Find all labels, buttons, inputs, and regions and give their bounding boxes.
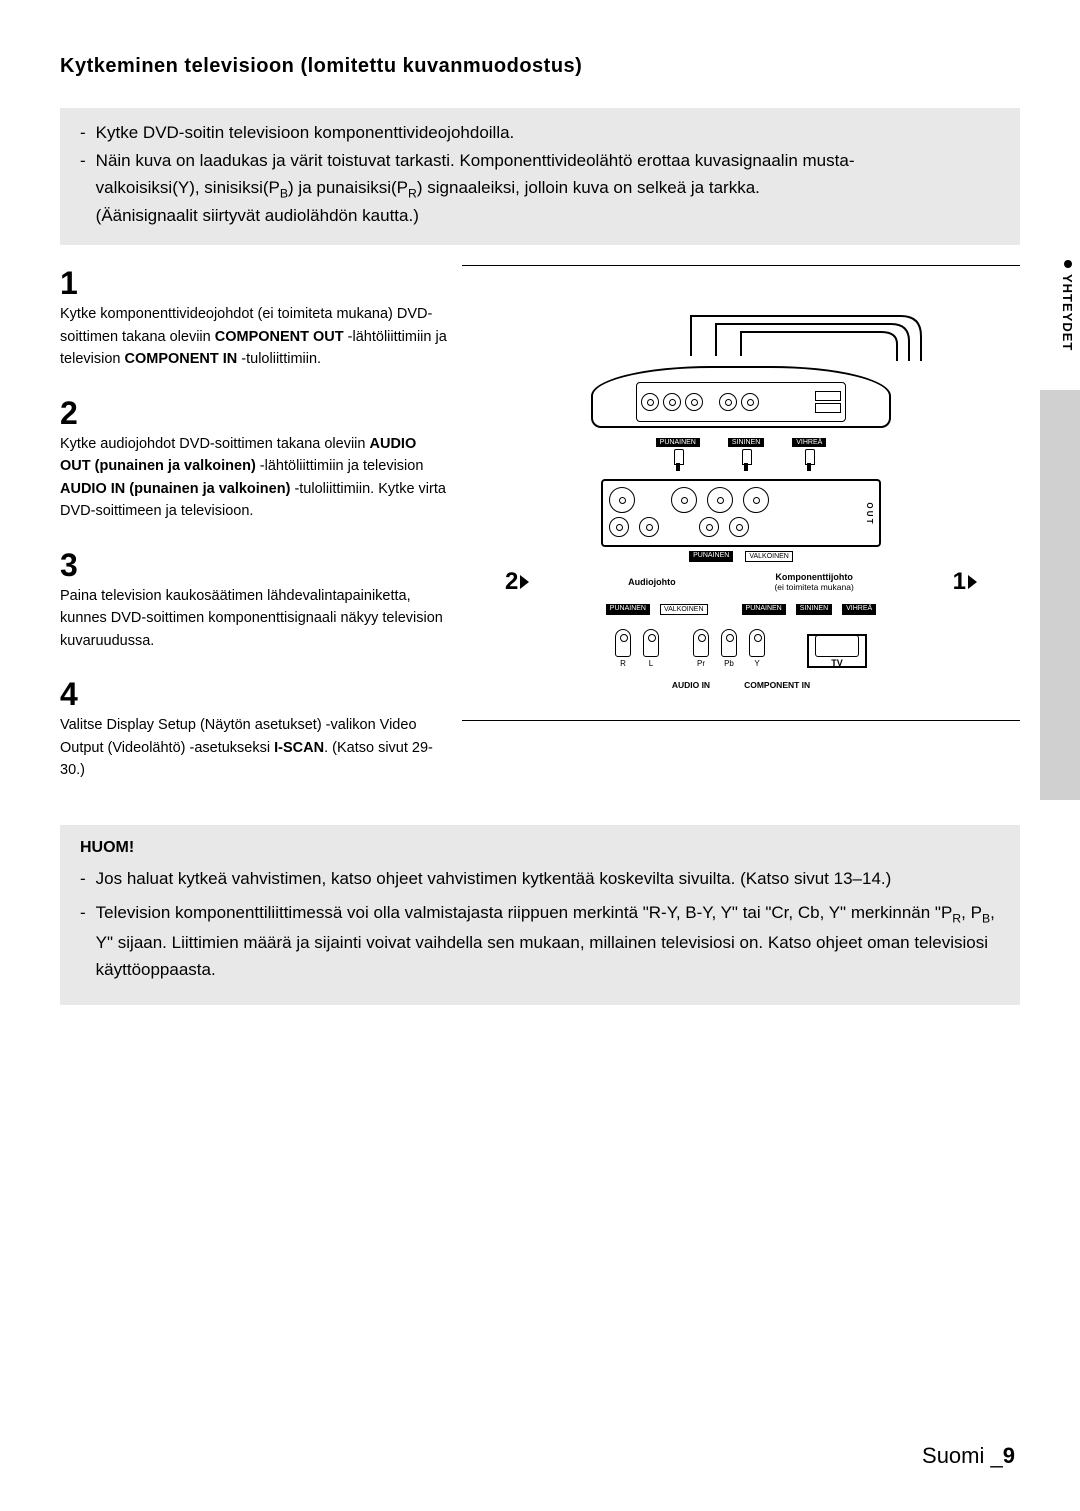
step-body: Paina television kaukosäätimen lähdevali…	[60, 585, 450, 652]
diagram-column: PUNAINEN SININEN VIHREÄ	[462, 263, 1020, 731]
note-2: Television komponenttiliittimessä voi ol…	[96, 899, 1000, 983]
port-icon	[815, 391, 841, 401]
notes-box: HUOM! -Jos haluat kytkeä vahvistimen, ka…	[60, 825, 1020, 1005]
step-number: 1	[60, 267, 450, 299]
tv-jack-icon	[693, 629, 709, 657]
color-label: PUNAINEN	[742, 604, 786, 615]
tv-jack-icon	[615, 629, 631, 657]
cable-plug-icon	[670, 449, 686, 473]
jack-icon	[609, 487, 635, 513]
step-body: Kytke komponenttivideojohdot (ei toimite…	[60, 303, 450, 370]
tv-panel: R L Pr Pb Y TV	[586, 629, 896, 690]
jack-icon	[641, 393, 659, 411]
jack-icon	[719, 393, 737, 411]
divider	[462, 265, 1020, 266]
jack-icon	[707, 487, 733, 513]
cable-label-row: 2 Audiojohto Komponenttijohto (ei toimit…	[501, 568, 981, 596]
steps-column: 1 Kytke komponenttivideojohdot (ei toimi…	[60, 263, 450, 807]
tv-box: TV	[807, 634, 867, 668]
step-indicator-1: 1	[953, 568, 977, 596]
cable-plug-icon	[738, 449, 754, 473]
step-body: Kytke audiojohdot DVD-soittimen takana o…	[60, 433, 450, 523]
connection-diagram: PUNAINEN SININEN VIHREÄ	[501, 366, 981, 690]
step-body: Valitse Display Setup (Näytön asetukset)…	[60, 714, 450, 781]
jack-icon	[729, 517, 749, 537]
dvd-rear-panel: O U T	[601, 479, 881, 547]
component-in-label: COMPONENT IN	[744, 680, 810, 690]
dvd-front-panel	[636, 382, 846, 422]
notes-title: HUOM!	[80, 839, 1000, 857]
step-3: 3 Paina television kaukosäätimen lähdeva…	[60, 549, 450, 652]
step-number: 4	[60, 678, 450, 710]
component-cable-sublabel: (ei toimiteta mukana)	[774, 582, 853, 592]
audio-in-label: AUDIO IN	[672, 680, 710, 690]
port-icon	[815, 403, 841, 413]
color-label: SININEN	[796, 604, 832, 615]
color-label: VALKOINEN	[745, 551, 793, 562]
jack-icon	[639, 517, 659, 537]
color-label: PUNAINEN	[689, 551, 733, 562]
intro-line-1: Kytke DVD-soitin televisioon komponentti…	[96, 120, 1000, 146]
tv-jack-icon	[643, 629, 659, 657]
jack-icon	[743, 487, 769, 513]
jack-icon	[609, 517, 629, 537]
tv-jack-icon	[721, 629, 737, 657]
step-2: 2 Kytke audiojohdot DVD-soittimen takana…	[60, 397, 450, 523]
divider	[462, 720, 1020, 721]
component-cable-labels: PUNAINEN SININEN VIHREÄ	[501, 438, 981, 473]
step-1: 1 Kytke komponenttivideojohdot (ei toimi…	[60, 267, 450, 370]
step-indicator-2: 2	[505, 568, 529, 596]
step-4: 4 Valitse Display Setup (Näytön asetukse…	[60, 678, 450, 781]
step-number: 3	[60, 549, 450, 581]
out-label: O U T	[865, 503, 874, 524]
jack-icon	[741, 393, 759, 411]
jack-icon	[685, 393, 703, 411]
component-cable-label: Komponenttijohto	[774, 572, 853, 582]
color-label: VALKOINEN	[660, 604, 708, 615]
color-label: PUNAINEN	[606, 604, 650, 615]
note-1: Jos haluat kytkeä vahvistimen, katso ohj…	[96, 865, 1000, 892]
color-label: VIHREÄ	[842, 604, 876, 615]
jack-icon	[699, 517, 719, 537]
intro-description: -Kytke DVD-soitin televisioon komponentt…	[60, 108, 1020, 245]
intro-line-2: Näin kuva on laadukas ja värit toistuvat…	[96, 148, 1000, 229]
page-title: Kytkeminen televisioon (lomitettu kuvanm…	[60, 55, 1020, 78]
dvd-player-top	[591, 366, 891, 428]
step-number: 2	[60, 397, 450, 429]
page-footer: Suomi _9	[922, 1443, 1015, 1469]
jack-icon	[671, 487, 697, 513]
audio-cable-label: Audiojohto	[628, 577, 675, 587]
cable-plug-icon	[801, 449, 817, 473]
tv-jack-icon	[749, 629, 765, 657]
jack-icon	[663, 393, 681, 411]
connection-lines-top	[501, 306, 981, 366]
